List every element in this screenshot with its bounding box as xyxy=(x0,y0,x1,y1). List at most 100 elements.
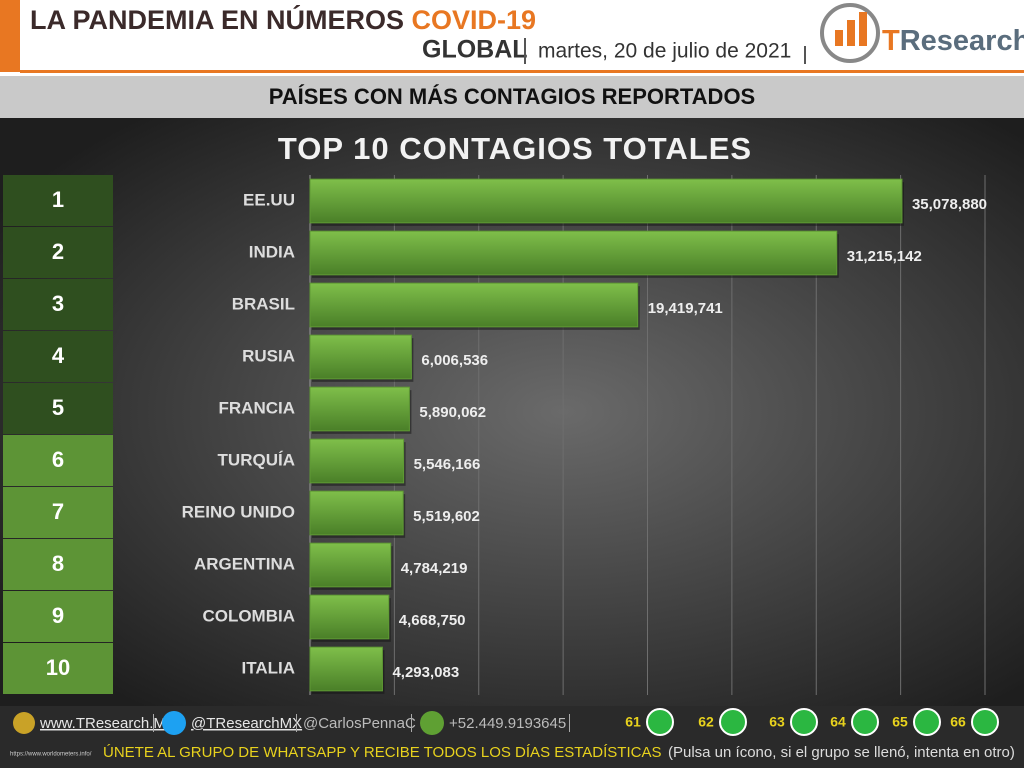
separator xyxy=(411,714,412,732)
whatsapp-icon[interactable] xyxy=(719,708,747,736)
rank: 5 xyxy=(52,395,64,420)
rank: 3 xyxy=(52,291,64,316)
personal: @CarlosPennaC xyxy=(303,715,416,732)
separator xyxy=(153,714,154,732)
logo-bar xyxy=(859,12,867,46)
category-label: TURQUÍA xyxy=(218,450,295,469)
call: ÚNETE AL GRUPO DE WHATSAPP Y RECIBE TODO… xyxy=(103,744,661,761)
bar xyxy=(309,646,383,692)
logo-bar xyxy=(835,30,843,46)
rank: 10 xyxy=(46,655,70,680)
category-label: INDIA xyxy=(249,242,295,261)
whatsapp-icon[interactable] xyxy=(971,708,999,736)
whatsapp-icon[interactable] xyxy=(913,708,941,736)
separator xyxy=(569,714,570,732)
whatsapp-groups: 61 62 63 64 65 66 xyxy=(625,708,999,736)
bar xyxy=(309,230,838,276)
value-label: 19,419,741 xyxy=(648,300,723,317)
group-number[interactable]: 65 xyxy=(892,714,908,730)
logo: TResearch xyxy=(820,3,1024,63)
value-label: 6,006,536 xyxy=(421,352,488,369)
value-label: 4,784,219 xyxy=(401,560,468,577)
separator xyxy=(296,714,297,732)
whatsapp-group[interactable]: 61 xyxy=(625,708,674,736)
whatsapp-group[interactable]: 64 xyxy=(830,708,879,736)
separator xyxy=(804,46,806,64)
category-label: EE.UU xyxy=(243,190,295,209)
group-number[interactable]: 64 xyxy=(830,714,846,730)
header-title: LA PANDEMIA EN NÚMEROS COVID-19 xyxy=(30,4,536,35)
web: www.TResearch.Mx xyxy=(39,715,174,732)
title-main: LA PANDEMIA EN NÚMEROS xyxy=(30,4,404,35)
rank-box xyxy=(3,331,113,382)
banner-bg xyxy=(0,76,1024,118)
category-label: ITALIA xyxy=(241,658,295,677)
category-label: BRASIL xyxy=(232,294,295,313)
logo-t: T xyxy=(882,25,900,57)
rank-box xyxy=(3,487,113,538)
web-icon xyxy=(13,712,35,734)
rank-box xyxy=(3,279,113,330)
bar xyxy=(309,594,390,640)
source: https://www.worldometers.info/ xyxy=(10,752,92,758)
whatsapp-icon[interactable] xyxy=(851,708,879,736)
value-label: 4,293,083 xyxy=(392,664,459,681)
whatsapp-group[interactable]: 62 xyxy=(698,708,747,736)
separator xyxy=(524,38,526,64)
rank: 4 xyxy=(52,343,65,368)
bar xyxy=(309,386,410,432)
rank-box xyxy=(3,591,113,642)
chart-title: TOP 10 CONTAGIOS TOTALES xyxy=(278,131,752,166)
value-label: 35,078,880 xyxy=(912,196,987,213)
plot: 1 EE.UU 35,078,880 2 INDIA 31,215,142 3 BRASIL 1… xyxy=(3,175,987,695)
whatsapp-icon[interactable] xyxy=(790,708,818,736)
group-number[interactable]: 62 xyxy=(698,714,714,730)
rank: 8 xyxy=(52,551,64,576)
rank: 9 xyxy=(52,603,64,628)
category-label: COLOMBIA xyxy=(202,606,295,625)
whatsapp-group[interactable]: 66 xyxy=(950,708,999,736)
bar xyxy=(309,178,903,224)
banner: PAÍSES CON MÁS CONTAGIOS REPORTADOS xyxy=(269,84,755,109)
date: martes, 20 de julio de 2021 xyxy=(538,40,791,63)
value-label: 4,668,750 xyxy=(399,612,466,629)
logo-bar xyxy=(847,20,855,46)
value-label: 5,519,602 xyxy=(413,508,480,525)
bar xyxy=(309,490,404,536)
rank-box xyxy=(3,383,113,434)
scope: GLOBAL xyxy=(422,36,528,64)
rank-box xyxy=(3,643,113,694)
header-accent xyxy=(0,0,20,72)
group-number[interactable]: 66 xyxy=(950,714,966,730)
category-label: RUSIA xyxy=(242,346,295,365)
bar xyxy=(309,334,412,380)
bar xyxy=(309,438,405,484)
rank: 2 xyxy=(52,239,64,264)
logo-rest: Research xyxy=(900,25,1024,57)
value-label: 31,215,142 xyxy=(847,248,922,265)
whatsapp-group[interactable]: 63 xyxy=(769,708,818,736)
rank-box xyxy=(3,175,113,226)
group-number[interactable]: 61 xyxy=(625,714,641,730)
twitter-icon xyxy=(162,711,186,735)
twitter: @TResearchMX xyxy=(191,715,302,732)
rank: 7 xyxy=(52,499,64,524)
bar xyxy=(309,542,392,588)
phone-icon xyxy=(420,711,444,735)
whatsapp-icon[interactable] xyxy=(646,708,674,736)
category-label: ARGENTINA xyxy=(194,554,295,573)
group-number[interactable]: 63 xyxy=(769,714,785,730)
rank: 1 xyxy=(52,187,64,212)
whatsapp-group[interactable]: 65 xyxy=(892,708,941,736)
rank-box xyxy=(3,227,113,278)
hint: (Pulsa un ícono, si el grupo se llenó, i… xyxy=(668,744,1015,761)
header-rule xyxy=(20,70,1024,73)
rank-box xyxy=(3,539,113,590)
bar xyxy=(309,282,639,328)
logo-text: TResearch xyxy=(882,25,1024,57)
rank-box xyxy=(3,435,113,486)
rank: 6 xyxy=(52,447,64,472)
title-highlight: COVID-19 xyxy=(412,5,537,35)
